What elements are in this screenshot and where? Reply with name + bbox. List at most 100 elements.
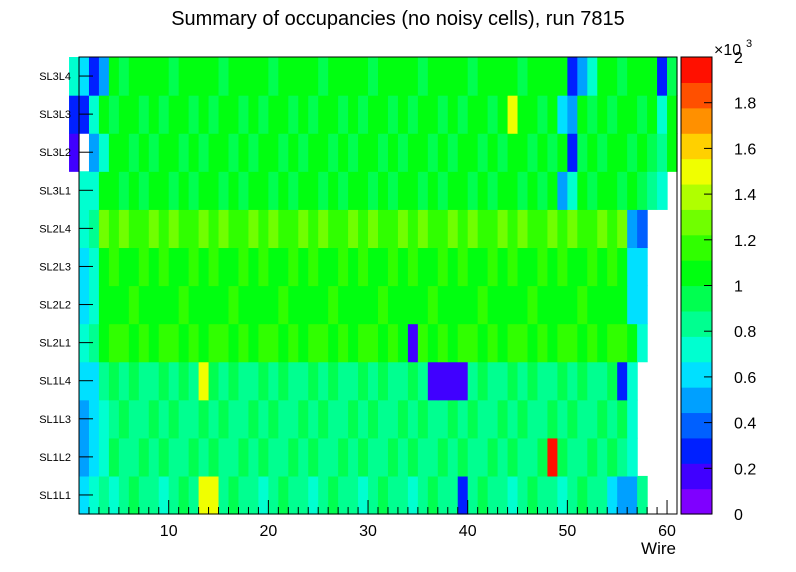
heat-cell: [198, 361, 210, 401]
heat-cell: [318, 399, 329, 439]
heat-cell: [308, 171, 319, 210]
heat-cell: [587, 95, 598, 134]
heat-cell: [437, 437, 449, 477]
heat-cell: [657, 171, 668, 210]
heat-cell: [567, 285, 578, 325]
heat-cell: [348, 361, 359, 401]
heat-cell: [517, 437, 529, 477]
heat-cell: [188, 475, 200, 515]
heat-cell: [148, 437, 160, 477]
heat-cell: [457, 399, 469, 439]
heat-cell: [348, 209, 359, 249]
heat-cell: [88, 323, 100, 363]
heat-cell: [128, 95, 140, 134]
heat-cell: [557, 57, 568, 96]
heat-cell: [198, 57, 210, 96]
heat-cell: [437, 285, 449, 325]
heat-cell: [387, 209, 399, 249]
heat-cell: [457, 285, 469, 325]
heat-cell: [417, 57, 429, 96]
heat-cell: [437, 247, 449, 287]
heat-cell: [557, 171, 568, 210]
heat-cell: [138, 437, 150, 477]
heat-cell: [547, 247, 558, 287]
x-tick-label: 30: [359, 523, 377, 540]
heat-cell: [98, 133, 110, 172]
heat-cell: [178, 133, 190, 172]
heat-cell: [298, 361, 309, 401]
heat-cell: [547, 399, 558, 439]
heat-cell: [497, 209, 509, 249]
heat-cell: [278, 475, 289, 515]
heatmap-cells: [69, 57, 678, 515]
heat-cell: [288, 399, 299, 439]
heat-cell: [288, 133, 299, 172]
heat-cell: [517, 361, 529, 401]
heat-cell: [98, 475, 110, 515]
heat-cell: [318, 285, 329, 325]
heat-cell: [278, 57, 289, 96]
heat-cell: [387, 247, 399, 287]
heat-cell: [417, 95, 429, 134]
heat-cell: [218, 95, 230, 134]
heat-cell: [248, 209, 259, 249]
heat-cell: [517, 475, 529, 515]
heat-cell: [417, 475, 429, 515]
heat-cell: [447, 475, 459, 515]
heat-cell: [218, 475, 230, 515]
heat-cell: [358, 399, 369, 439]
heat-cell: [208, 361, 220, 401]
heat-cell: [238, 95, 250, 134]
heat-cell: [98, 361, 110, 401]
heat-cell: [507, 361, 519, 401]
heat-cell: [647, 95, 658, 134]
heat-cell: [178, 209, 190, 249]
heat-cell: [487, 399, 499, 439]
heat-cell: [188, 171, 200, 210]
heat-cell: [457, 133, 469, 172]
heat-cell: [447, 323, 459, 363]
heat-cell: [328, 171, 339, 210]
heat-cell: [467, 399, 479, 439]
heat-cell: [447, 57, 459, 96]
heat-cell: [457, 323, 469, 363]
heat-cell: [328, 209, 339, 249]
heat-cell: [168, 209, 180, 249]
heat-cell: [627, 57, 638, 96]
heat-cell: [368, 247, 379, 287]
heat-cell: [477, 361, 489, 401]
heat-cell: [108, 437, 120, 477]
heat-cell: [328, 399, 339, 439]
heat-cell: [248, 361, 259, 401]
heat-cell: [447, 361, 459, 401]
heat-cell: [407, 57, 419, 96]
heat-cell: [248, 247, 259, 287]
heat-cell: [108, 209, 120, 249]
heat-cell: [617, 95, 628, 134]
heat-cell: [188, 285, 200, 325]
heat-cell: [577, 285, 588, 325]
heat-cell: [178, 247, 190, 287]
heat-cell: [298, 171, 309, 210]
heat-cell: [407, 399, 419, 439]
heat-cell: [407, 95, 419, 134]
heat-cell: [108, 133, 120, 172]
heat-cell: [258, 95, 269, 134]
heat-cell: [278, 209, 289, 249]
heat-cell: [378, 399, 389, 439]
z-tick-label: 0.6: [734, 370, 756, 387]
heat-cell: [387, 475, 399, 515]
heat-cell: [567, 475, 578, 515]
heat-cell: [557, 437, 568, 477]
heat-cell: [487, 57, 499, 96]
heat-cell: [597, 399, 608, 439]
heat-cell: [128, 209, 140, 249]
heat-cell: [607, 57, 618, 96]
x-tick-label: 10: [160, 523, 178, 540]
heat-cell: [138, 361, 150, 401]
heat-cell: [527, 323, 539, 363]
heat-cell: [278, 437, 289, 477]
heat-cell: [168, 323, 180, 363]
y-tick-label: SL2L2: [39, 300, 71, 312]
heat-cell: [148, 361, 160, 401]
